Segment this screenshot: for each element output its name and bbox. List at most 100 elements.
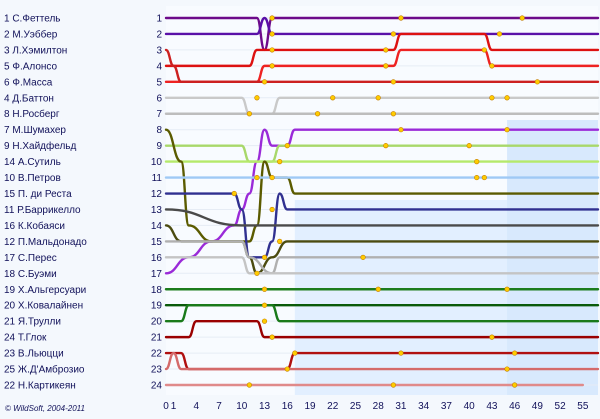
- pit-stop-marker: [269, 334, 275, 340]
- credit-text: © WildSoft, 2004-2011: [5, 404, 85, 413]
- pit-stop-marker: [489, 334, 495, 340]
- position-number: 9: [156, 141, 162, 152]
- pit-stop-marker: [277, 238, 283, 244]
- position-number: 10: [151, 157, 163, 168]
- x-tick-label: 40: [464, 401, 476, 412]
- pit-stop-marker: [254, 270, 260, 276]
- position-number: 11: [152, 173, 163, 184]
- position-number: 2: [156, 29, 162, 40]
- pit-stop-marker: [246, 382, 252, 388]
- driver-line-4: [164, 48, 600, 84]
- driver-label: 20 Х.Ковалайнен: [4, 301, 83, 312]
- x-tick-label: 22: [327, 401, 339, 412]
- position-number: 6: [156, 93, 162, 104]
- x-tick-label: 1: [171, 401, 177, 412]
- x-tick-label: 46: [509, 401, 521, 412]
- x-tick-label: 52: [555, 401, 567, 412]
- position-number: 3: [156, 45, 162, 56]
- pit-stop-marker: [269, 206, 275, 213]
- pit-stop-marker: [375, 95, 381, 101]
- x-tick-label: 28: [373, 401, 385, 412]
- driver-label: 3 Л.Хэмилтон: [4, 45, 67, 56]
- driver-label: 11 Р.Баррикелло: [4, 205, 81, 216]
- driver-label: 14 А.Сутиль: [4, 157, 61, 168]
- pit-stop-marker: [269, 174, 275, 181]
- pit-stop-marker: [504, 95, 510, 101]
- driver-label: 19 Х.Альгерсуари: [4, 285, 86, 296]
- pit-stop-marker: [277, 159, 283, 165]
- pit-stop-marker: [390, 111, 396, 117]
- pit-stop-marker: [474, 174, 480, 181]
- position-number: 14: [151, 221, 163, 232]
- pit-stop-marker: [269, 63, 275, 69]
- pit-stop-marker: [512, 350, 518, 356]
- pit-stop-marker: [261, 79, 268, 85]
- pit-stop-marker: [330, 95, 336, 101]
- x-tick-label: 31: [395, 401, 407, 412]
- position-number: 19: [151, 301, 163, 312]
- x-tick-label: 13: [259, 401, 271, 412]
- position-number: 21: [151, 333, 163, 344]
- pit-stop-marker: [360, 254, 366, 260]
- x-tick-label: 37: [441, 401, 453, 412]
- driver-label: 2 М.Уэббер: [4, 28, 58, 40]
- position-number: 24: [151, 381, 163, 392]
- pit-stop-marker: [534, 79, 540, 85]
- driver-label: 4 Д.Баттон: [4, 93, 54, 104]
- pit-stop-marker: [481, 174, 487, 181]
- pit-stop-marker: [246, 111, 252, 117]
- pit-stop-marker: [489, 95, 495, 101]
- pit-stop-marker: [254, 95, 260, 101]
- pit-stop-marker: [390, 31, 396, 37]
- driver-label: 23 В.Льюцци: [4, 349, 64, 360]
- pit-stop-marker: [519, 15, 525, 21]
- driver-label: 15 П. ди Реста: [4, 189, 72, 200]
- pit-stop-marker: [489, 63, 495, 69]
- pit-stop-marker: [375, 286, 381, 292]
- driver-line-17: [164, 256, 600, 275]
- driver-line-2: [164, 16, 600, 36]
- position-number: 5: [156, 77, 162, 88]
- driver-label: 7 М.Шумахер: [4, 125, 66, 136]
- position-number: 1: [156, 14, 162, 25]
- pit-stop-marker: [474, 159, 480, 165]
- pit-stop-marker: [383, 63, 389, 69]
- pit-stop-marker: [284, 143, 290, 149]
- driver-label: 24 Т.Глок: [4, 333, 47, 344]
- position-number: 20: [151, 317, 163, 328]
- pit-stop-marker: [466, 143, 472, 149]
- pit-stop-marker: [504, 127, 510, 133]
- driver-line-5: [164, 48, 600, 84]
- driver-label: 18 С.Буэми: [4, 269, 57, 280]
- position-number: 13: [151, 205, 163, 216]
- driver-line-14: [164, 208, 600, 227]
- x-tick-label: 16: [282, 401, 294, 412]
- driver-label: 12 П.Мальдонадо: [4, 237, 87, 248]
- x-tick-label: 49: [532, 401, 544, 412]
- driver-label: 9 Н.Хайдфельд: [4, 140, 76, 152]
- x-tick-label: 55: [577, 401, 589, 412]
- driver-line-13: [164, 192, 600, 259]
- pit-stop-marker: [261, 302, 268, 308]
- position-number: 7: [156, 109, 162, 120]
- position-number: 17: [151, 269, 163, 280]
- pit-stop-marker: [269, 15, 275, 21]
- driver-label: 25 Ж.Д'Амброзио: [4, 364, 85, 376]
- pit-stop-marker: [383, 143, 389, 149]
- position-number: 18: [151, 285, 163, 296]
- pit-stop-marker: [383, 47, 389, 53]
- position-number: 22: [151, 349, 163, 360]
- pit-stop-marker: [390, 79, 396, 85]
- x-tick-label: 0: [163, 401, 169, 412]
- driver-line-16: [164, 240, 600, 275]
- driver-line-21: [164, 319, 600, 339]
- pit-stop-marker: [504, 286, 510, 292]
- pit-stop-marker: [292, 350, 298, 356]
- driver-label: 1 С.Феттель: [4, 14, 61, 25]
- pit-stop-marker: [261, 286, 268, 292]
- pit-stop-marker: [269, 31, 275, 37]
- pit-stop-marker: [390, 382, 396, 388]
- driver-label: 22 Н.Картикеян: [4, 381, 76, 392]
